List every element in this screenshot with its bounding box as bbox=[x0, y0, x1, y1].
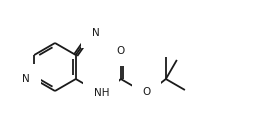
Text: NH: NH bbox=[93, 88, 109, 98]
Text: N: N bbox=[92, 28, 100, 38]
Text: N: N bbox=[22, 74, 30, 84]
Text: O: O bbox=[117, 46, 125, 56]
Text: O: O bbox=[142, 87, 150, 97]
